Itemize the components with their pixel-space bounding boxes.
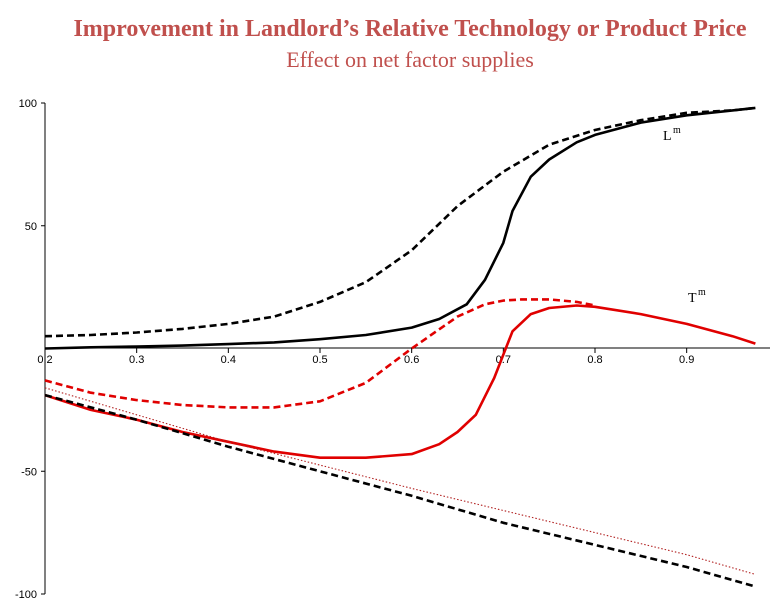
y-tick-label: 50	[25, 221, 37, 233]
series-line-lm-dashed	[44, 106, 756, 338]
chart-axes	[44, 103, 770, 594]
series-line-tm	[44, 304, 756, 460]
curve-label-sup-lm: m	[673, 125, 681, 136]
series-line-tm-dashed	[44, 298, 596, 409]
chart-subtitle: Effect on net factor supplies	[286, 47, 534, 72]
y-tick-label: 100	[19, 98, 37, 110]
y-tick-label: -100	[15, 589, 37, 601]
x-tick-label: 0.6	[404, 354, 419, 366]
curve-label-lm: L	[663, 129, 672, 144]
curve-label-tm: T	[688, 291, 697, 306]
x-tick-label: 0.4	[221, 354, 236, 366]
x-tick-label: 0.9	[679, 354, 694, 366]
x-tick-label: 0.8	[587, 354, 602, 366]
x-tick-label: 0.2	[37, 354, 52, 366]
curve-label-sup-tm: m	[698, 287, 706, 298]
x-tick-label: 0.3	[129, 354, 144, 366]
chart-series	[44, 106, 756, 588]
series-line-black-dashed-lower	[44, 393, 756, 588]
x-tick-label: 0.5	[312, 354, 327, 366]
y-tick-label: -50	[21, 466, 37, 478]
series-line-red-dotted-lower	[44, 387, 756, 575]
series-line-lm	[44, 106, 756, 350]
chart-title: Improvement in Landlord’s Relative Techn…	[73, 16, 747, 42]
